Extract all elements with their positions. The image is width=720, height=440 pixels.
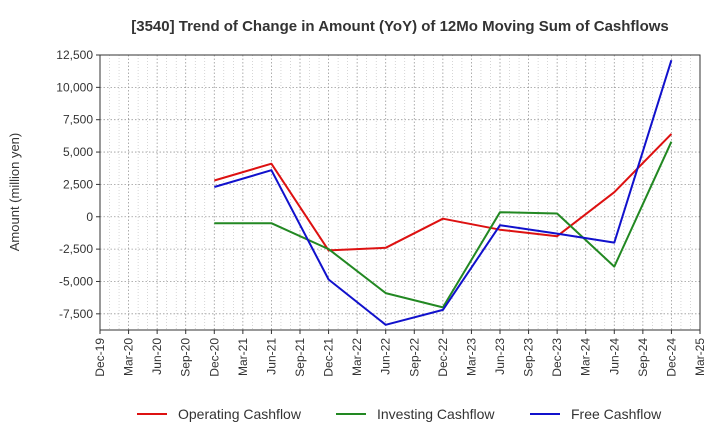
- y-tick-label: -5,000: [59, 274, 93, 288]
- y-tick-label: -2,500: [59, 242, 93, 256]
- x-tick-label: Mar-24: [579, 338, 593, 376]
- x-tick-label: Jun-22: [379, 338, 393, 375]
- y-tick-label: -7,500: [59, 307, 93, 321]
- x-tick-label: Dec-19: [93, 338, 107, 377]
- x-tick-label: Dec-22: [436, 338, 450, 377]
- x-axis-ticks: Dec-19 Mar-20 Jun-20 Sep-20 Dec-20 Mar-21 Jun-…: [93, 330, 707, 377]
- x-tick-label: Mar-20: [122, 338, 136, 376]
- x-tick-label: Dec-20: [207, 338, 221, 377]
- x-tick-label: Mar-23: [464, 338, 478, 376]
- x-tick-label: Mar-21: [236, 338, 250, 376]
- plot-frame: [99, 54, 701, 331]
- x-tick-label: Dec-23: [550, 338, 564, 377]
- y-axis-label: Amount (million yen): [7, 133, 22, 252]
- y-tick-label: 12,500: [56, 48, 93, 62]
- x-tick-label: Dec-21: [322, 338, 336, 377]
- legend-label: Free Cashflow: [571, 406, 662, 422]
- legend-label: Investing Cashflow: [377, 406, 495, 422]
- x-tick-label: Mar-22: [350, 338, 364, 376]
- x-tick-label: Jun-20: [150, 338, 164, 375]
- legend-label: Operating Cashflow: [178, 406, 302, 422]
- chart-title: [3540] Trend of Change in Amount (YoY) o…: [131, 18, 669, 35]
- grid-lines: [99, 54, 701, 330]
- x-tick-label: Sep-23: [522, 338, 536, 377]
- x-tick-label: Jun-24: [607, 338, 621, 375]
- y-tick-label: 7,500: [63, 113, 93, 127]
- x-tick-label: Sep-22: [407, 338, 421, 377]
- x-tick-label: Jun-23: [493, 338, 507, 375]
- x-tick-label: Jun-21: [264, 338, 278, 375]
- y-tick-label: 0: [86, 210, 93, 224]
- x-tick-label: Dec-24: [664, 338, 678, 377]
- series-line-operating-cashflow: [214, 133, 673, 252]
- series-lines: [214, 59, 673, 326]
- y-tick-label: 2,500: [63, 177, 93, 191]
- y-axis-ticks: 12,500 10,000 7,500 5,000 2,500 0 -2,500 -5,000…: [56, 48, 100, 321]
- y-tick-label: 5,000: [63, 145, 93, 159]
- series-line-investing-cashflow: [214, 141, 673, 309]
- plot-area: [100, 55, 700, 330]
- x-tick-label: Sep-24: [636, 338, 650, 377]
- series-line-free-cashflow: [214, 59, 673, 326]
- y-tick-label: 10,000: [56, 80, 93, 94]
- x-tick-label: Sep-20: [179, 338, 193, 377]
- x-tick-label: Mar-25: [693, 338, 707, 376]
- x-tick-label: Sep-21: [293, 338, 307, 377]
- legend: Operating Cashflow Investing Cashflow Free…: [137, 406, 662, 422]
